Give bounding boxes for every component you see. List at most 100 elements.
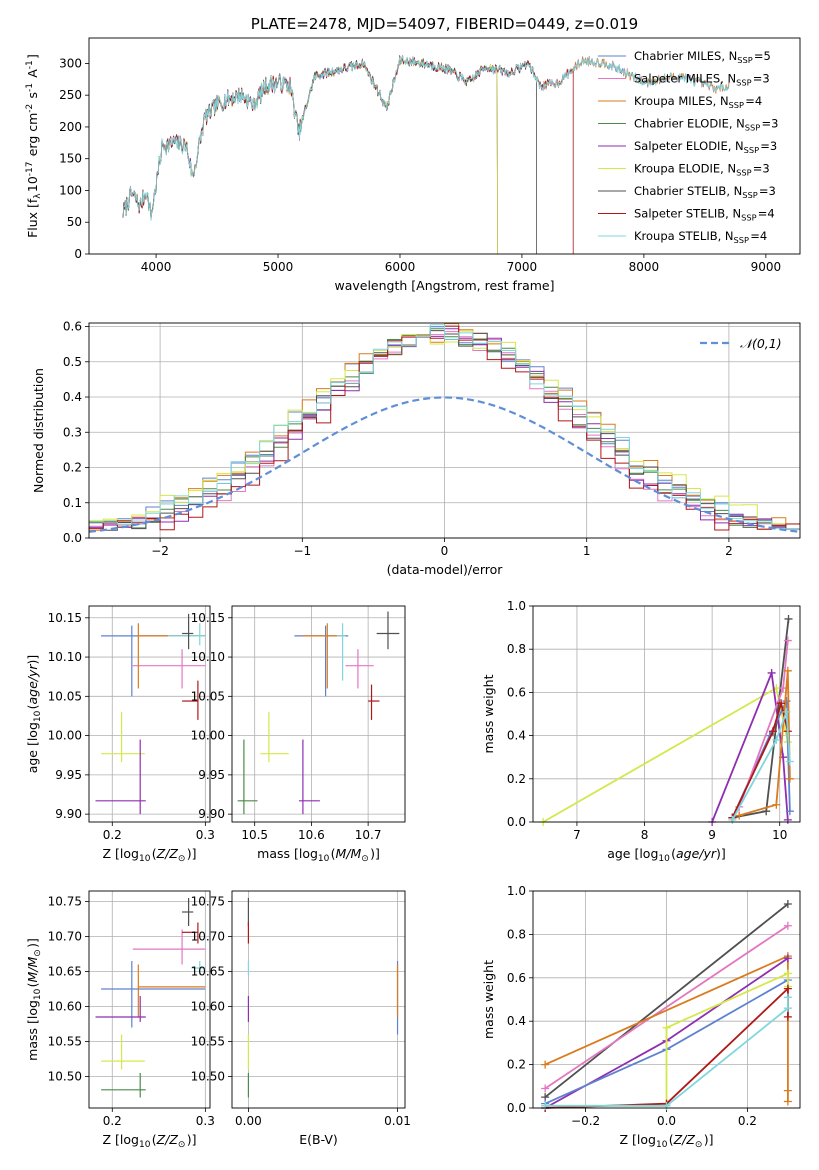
age_vs_mass-axes: 10.5 10.6 10.7 9.90 9.95 10.00 10.05 10.10 10.15… [191,606,405,864]
spectrum-legend: Chabrier MILES, NSSP =5 Salpeter MILES, N… [598,49,778,245]
plus-marker [783,636,792,645]
errorbar-point [182,898,194,926]
x-tick-label: 0.0 [657,1114,676,1128]
y-tick-label: 0.3 [63,425,82,439]
y-tick-label: 1.0 [507,599,526,613]
age_vs_mass-points [237,611,400,815]
y-tick-label: 0.2 [507,1058,526,1072]
mass-weight-line-2 [544,924,789,1090]
errorbar-point [101,712,145,763]
normal-reference-curve [89,396,800,533]
x-tick-label: 0.00 [235,1114,262,1128]
plus-marker [783,666,792,675]
plus-marker [783,1012,792,1021]
age_vs_Z-frame [88,605,211,823]
x-tick-label: 0.2 [103,828,122,842]
y-tick-label: 10.15 [48,611,82,625]
y-tick-label: 0.6 [63,320,82,334]
plus-marker [785,807,794,816]
plus-marker [783,815,792,824]
age_vs_Z-points [95,613,206,815]
spectrum-frame [88,37,801,255]
mass_vs_ebv-points [247,898,399,1098]
y-tick-label: 10.55 [48,1035,82,1049]
histogram-group [89,323,800,533]
errorbar-point [132,929,206,965]
plus-marker [772,735,781,744]
errorbar-point [95,739,146,815]
plus-marker [541,1084,550,1093]
y-tick-label: 10.65 [191,965,225,979]
x-tick-label: −0.2 [571,1114,600,1128]
y-tick-label: 10.10 [191,650,225,664]
y-tick-label: 9.90 [198,807,225,821]
mass-weight-line-6 [738,670,791,817]
y-tick-label: 10.05 [48,689,82,703]
y-tick-label: 10.10 [48,650,82,664]
y-tick-label: 50 [67,215,82,229]
legend-label: Kroupa ELODIE, NSSP =3 [634,162,770,178]
plus-marker [782,707,791,716]
x-tick-label: 7000 [507,260,538,274]
mass_weight_vs_Z-lines [541,900,792,1112]
x-axis-label: E(B-V) [299,1132,338,1147]
y-tick-label: 0.0 [63,531,82,545]
plus-marker [783,921,792,930]
y-tick-label: 0.5 [63,355,82,369]
y-tick-label: 10.75 [48,895,82,909]
x-tick-label: 8 [641,828,649,842]
errorbar-point [95,996,146,1022]
errorbar-point [260,712,289,763]
spectrum-line-6 [122,57,498,254]
y-tick-label: 10.60 [191,1000,225,1014]
errorbar-point [298,739,320,815]
x-axis-label: age [log10 (age/yr)] [607,846,726,864]
x-axis-label: Z [log10 (Z/Z⊙ )] [620,1132,714,1150]
y-axis-label: Flux [fλ 10-17 erg cm-2 s-1 A-1 ] [25,54,43,238]
y-tick-label: 250 [59,88,82,102]
x-tick-label: 0 [441,544,449,558]
y-tick-label: 10.00 [191,729,225,743]
y-tick-label: 0.2 [507,772,526,786]
x-tick-label: 10 [772,828,787,842]
plus-marker [783,969,792,978]
x-tick-label: 0.01 [384,1114,411,1128]
plus-marker [783,984,792,993]
x-tick-label: 0.2 [103,1114,122,1128]
legend-label: 𝒩(0,1) [740,336,782,351]
x-tick-label: 4000 [141,260,172,274]
x-tick-label: 10.6 [298,828,325,842]
y-tick-label: 1.0 [507,884,526,898]
y-tick-label: 0.0 [507,815,526,829]
mass_vs_Z-points [95,898,206,1098]
mass_weight_vs_Z-frame [532,890,801,1109]
y-tick-label: 10.65 [48,965,82,979]
age_vs_Z-axes: 0.2 0.3 9.90 9.95 10.00 10.05 10.10 10.15 Z [log… [25,606,215,864]
plus-marker [662,1101,671,1110]
y-tick-label: 300 [59,56,82,70]
mass-weight-line-8 [731,711,791,821]
x-tick-label: 6000 [385,260,416,274]
errorbar-point [101,1034,145,1070]
histogram-series-9 [89,324,800,530]
spectrum-series-group [122,55,730,254]
legend-label: Chabrier STELIB, NSSP =3 [634,184,776,200]
plus-marker [728,815,737,824]
y-tick-label: 9.95 [198,768,225,782]
errorbar-point [376,611,400,650]
errorbar-point [191,961,206,975]
mass-weight-line-3 [544,954,789,1102]
residuals-axes: −2 −1 0 1 2 0.0 0.1 0.2 0.3 0.4 0.5 0.6 (data-model)… [31,320,800,577]
errorbar-point [237,739,258,815]
errorbar-point [368,684,380,720]
plus-marker [541,1101,550,1110]
legend-label: Kroupa MILES, NSSP =4 [634,94,762,110]
y-tick-label: 0.8 [507,927,526,941]
mass_vs_Z-axes: 0.2 0.3 10.50 10.55 10.60 10.65 10.70 10.75 Z [l… [25,891,215,1150]
errorbar-point [302,623,346,689]
errorbar-point [101,1073,146,1098]
x-tick-label: 0.2 [738,1114,757,1128]
y-tick-label: 0.6 [507,971,526,985]
mass-weight-line-8 [545,997,789,1107]
